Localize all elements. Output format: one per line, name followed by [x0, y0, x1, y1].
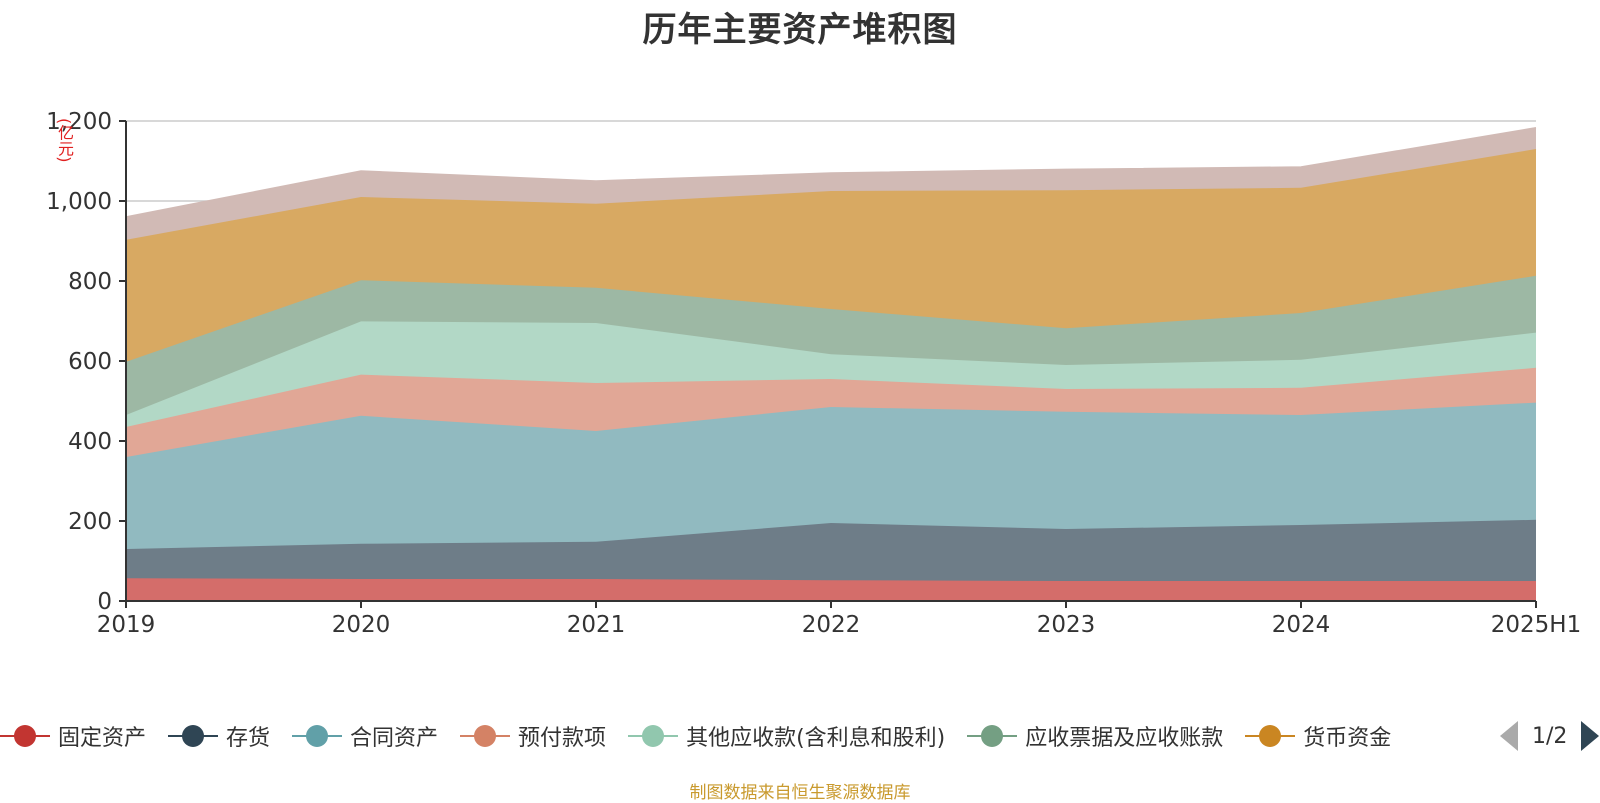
legend-item-2[interactable]: 合同资产 — [292, 720, 438, 752]
area-edge-series-7 — [125, 127, 1537, 218]
legend-item-0[interactable]: 固定资产 — [0, 720, 146, 752]
legend-label: 预付款项 — [518, 726, 607, 751]
y-tick-label-6: 1,200 — [46, 109, 112, 135]
area-series-0 — [126, 578, 1536, 601]
legend-label: 应收票据及应收账款 — [1025, 726, 1224, 751]
y-tick-label-1: 200 — [68, 509, 112, 535]
legend-marker-icon — [168, 724, 219, 748]
legend-item-6[interactable]: 货币资金 — [1245, 720, 1391, 752]
area-series-6 — [126, 149, 1536, 362]
legend-marker-icon — [628, 724, 679, 748]
x-tick-label-4: 2023 — [1037, 612, 1096, 638]
legend-label: 合同资产 — [350, 726, 439, 751]
legend-marker-icon — [460, 724, 511, 748]
area-series-7 — [126, 127, 1536, 240]
x-tick-label-6: 2025H1 — [1491, 612, 1581, 638]
legend-item-1[interactable]: 存货 — [168, 720, 270, 752]
area-series-2 — [126, 402, 1536, 549]
legend-item-3[interactable]: 预付款项 — [460, 720, 606, 752]
legend-prev-page-icon[interactable] — [1500, 721, 1518, 751]
legend-label: 固定资产 — [58, 726, 147, 751]
source-note: 制图数据来自恒生聚源数据库 — [689, 783, 911, 803]
y-axis-unit-label: (亿元) — [55, 118, 74, 163]
x-tick-label-5: 2024 — [1272, 612, 1331, 638]
legend-pager: 1/2 — [1500, 718, 1600, 754]
y-tick-label-3: 600 — [68, 349, 112, 375]
y-tick-label-0: 0 — [97, 589, 112, 615]
y-tick-label-5: 1,000 — [46, 189, 112, 215]
legend-item-5[interactable]: 应收票据及应收账款 — [967, 720, 1223, 752]
legend-marker-icon — [292, 724, 343, 748]
area-series-1 — [126, 519, 1536, 581]
legend-label: 其他应收款(含利息和股利) — [686, 726, 946, 751]
legend-page-indicator: 1/2 — [1532, 723, 1568, 749]
x-tick-label-1: 2020 — [332, 612, 391, 638]
x-tick-label-3: 2022 — [802, 612, 861, 638]
area-series-3 — [126, 367, 1536, 457]
y-tick-label-4: 800 — [68, 269, 112, 295]
legend-label: 货币资金 — [1303, 726, 1392, 751]
x-tick-label-2: 2021 — [567, 612, 626, 638]
area-series-4 — [126, 321, 1536, 427]
x-tick-label-0: 2019 — [97, 612, 156, 638]
legend-marker-icon — [1245, 724, 1296, 748]
y-tick-label-2: 400 — [68, 429, 112, 455]
chart-title: 历年主要资产堆积图 — [642, 10, 958, 50]
legend-label: 存货 — [226, 726, 271, 751]
area-layer — [125, 127, 1537, 601]
legend-marker-icon — [967, 724, 1018, 748]
area-series-5 — [126, 275, 1536, 415]
legend: 固定资产 存货 合同资产 预付款项 其他应收款(含利息和股利) 应收票据及应收账款 货币资金 — [0, 718, 1413, 754]
legend-item-4[interactable]: 其他应收款(含利息和股利) — [628, 720, 945, 752]
legend-next-page-icon[interactable] — [1581, 721, 1600, 751]
axis-layer: 0 200 400 600 800 1,000 1,200 2019 2020 2021 2022 2… — [46, 109, 1581, 638]
legend-marker-icon — [0, 724, 50, 748]
